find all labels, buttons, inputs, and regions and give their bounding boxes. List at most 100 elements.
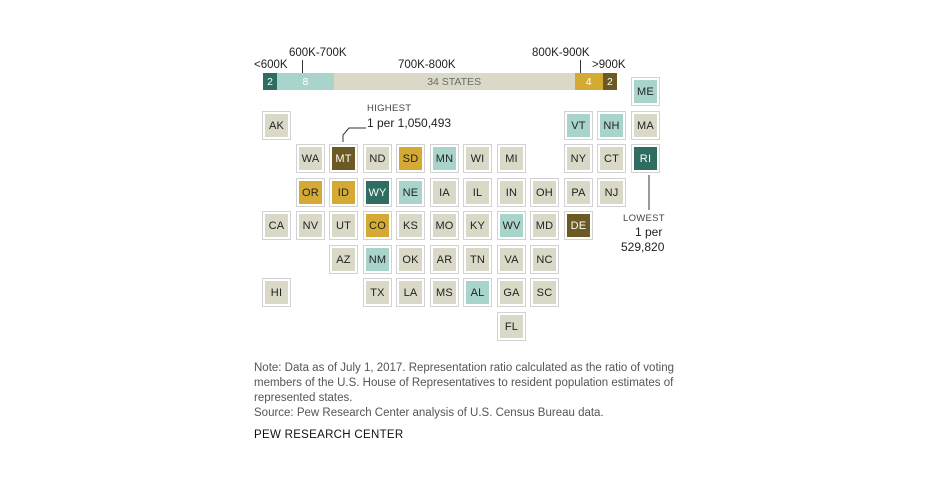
state-tile-ct: CT [597, 144, 626, 173]
state-tile-mo: MO [430, 211, 459, 240]
state-label: VT [567, 114, 590, 137]
state-tile-vt: VT [564, 111, 593, 140]
state-label: CA [265, 214, 288, 237]
state-label: WA [299, 147, 322, 170]
state-label: ID [332, 181, 355, 204]
state-tile-id: ID [329, 178, 358, 207]
state-label: WV [500, 214, 523, 237]
state-tile-va: VA [497, 245, 526, 274]
legend-label-gt900: >900K [592, 59, 626, 71]
chart-note: Note: Data as of July 1, 2017. Represent… [254, 361, 694, 421]
state-tile-nc: NC [530, 245, 559, 274]
state-tile-fl: FL [497, 312, 526, 341]
state-tile-mt: MT [329, 144, 358, 173]
state-label: IN [500, 181, 523, 204]
state-label: NY [567, 147, 590, 170]
state-label: MO [433, 214, 456, 237]
state-tile-hi: HI [262, 278, 291, 307]
legend-segment-lt600: 2 [263, 73, 278, 90]
brand-label: PEW RESEARCH CENTER [254, 429, 404, 441]
state-tile-ma: MA [631, 111, 660, 140]
state-label: MA [634, 114, 657, 137]
state-label: ME [634, 80, 657, 103]
state-tile-oh: OH [530, 178, 559, 207]
note-line-2: members of the U.S. House of Representat… [254, 377, 674, 389]
state-label: CO [366, 214, 389, 237]
lowest-callout-value-line2: 529,820 [621, 240, 665, 254]
legend-segment-600-700: 8 [277, 73, 334, 90]
state-label: HI [265, 281, 288, 304]
legend-segment-700-800: 34 STATES [333, 73, 575, 90]
state-tile-ok: OK [396, 245, 425, 274]
state-tile-wa: WA [296, 144, 325, 173]
state-tile-wi: WI [463, 144, 492, 173]
lowest-callout-value-line1: 1 per [635, 225, 663, 239]
legend-segment-800-900: 4 [574, 73, 603, 90]
state-tile-pa: PA [564, 178, 593, 207]
note-source: Source: Pew Research Center analysis of … [254, 407, 604, 419]
state-label: GA [500, 281, 523, 304]
state-tile-nv: NV [296, 211, 325, 240]
state-tile-ca: CA [262, 211, 291, 240]
legend-label-lt600: <600K [254, 59, 288, 71]
state-label: CT [600, 147, 623, 170]
legend-label-700-800: 700K-800K [398, 59, 456, 71]
state-tile-ut: UT [329, 211, 358, 240]
state-label: KY [466, 214, 489, 237]
state-label: AR [433, 248, 456, 271]
state-tile-wv: WV [497, 211, 526, 240]
state-label: TN [466, 248, 489, 271]
state-tile-de: DE [564, 211, 593, 240]
legend-segment-gt900: 2 [602, 73, 617, 90]
state-label: IL [466, 181, 489, 204]
state-label: ND [366, 147, 389, 170]
state-tile-ks: KS [396, 211, 425, 240]
state-tile-nm: NM [363, 245, 392, 274]
state-label: WI [466, 147, 489, 170]
state-label: MN [433, 147, 456, 170]
state-tile-or: OR [296, 178, 325, 207]
state-label: AK [265, 114, 288, 137]
state-label: PA [567, 181, 590, 204]
state-label: IA [433, 181, 456, 204]
state-label: OR [299, 181, 322, 204]
legend-tick-600-700 [302, 60, 303, 73]
state-tile-nd: ND [363, 144, 392, 173]
state-tile-la: LA [396, 278, 425, 307]
note-line-3: represented states. [254, 392, 353, 404]
state-label: WY [366, 181, 389, 204]
state-tile-wy: WY [363, 178, 392, 207]
state-label: LA [399, 281, 422, 304]
state-tile-in: IN [497, 178, 526, 207]
highest-callout-title: HIGHEST [367, 103, 412, 114]
state-tile-ia: IA [430, 178, 459, 207]
state-tile-ga: GA [497, 278, 526, 307]
state-label: KS [399, 214, 422, 237]
state-label: MI [500, 147, 523, 170]
legend-tick-800-900 [580, 60, 581, 73]
state-label: DE [567, 214, 590, 237]
state-tile-co: CO [363, 211, 392, 240]
state-label: TX [366, 281, 389, 304]
state-label: VA [500, 248, 523, 271]
state-tile-ms: MS [430, 278, 459, 307]
state-label: SC [533, 281, 556, 304]
state-tile-ar: AR [430, 245, 459, 274]
state-tile-nj: NJ [597, 178, 626, 207]
state-tile-md: MD [530, 211, 559, 240]
state-label: RI [634, 147, 657, 170]
state-label: MD [533, 214, 556, 237]
note-line-1: Note: Data as of July 1, 2017. Represent… [254, 362, 674, 374]
state-label: OK [399, 248, 422, 271]
state-tile-sd: SD [396, 144, 425, 173]
state-tile-sc: SC [530, 278, 559, 307]
state-tile-ky: KY [463, 211, 492, 240]
state-tile-ak: AK [262, 111, 291, 140]
state-label: AZ [332, 248, 355, 271]
state-label: OH [533, 181, 556, 204]
lowest-callout-title: LOWEST [623, 213, 665, 224]
state-label: NJ [600, 181, 623, 204]
state-tile-il: IL [463, 178, 492, 207]
state-label: AL [466, 281, 489, 304]
